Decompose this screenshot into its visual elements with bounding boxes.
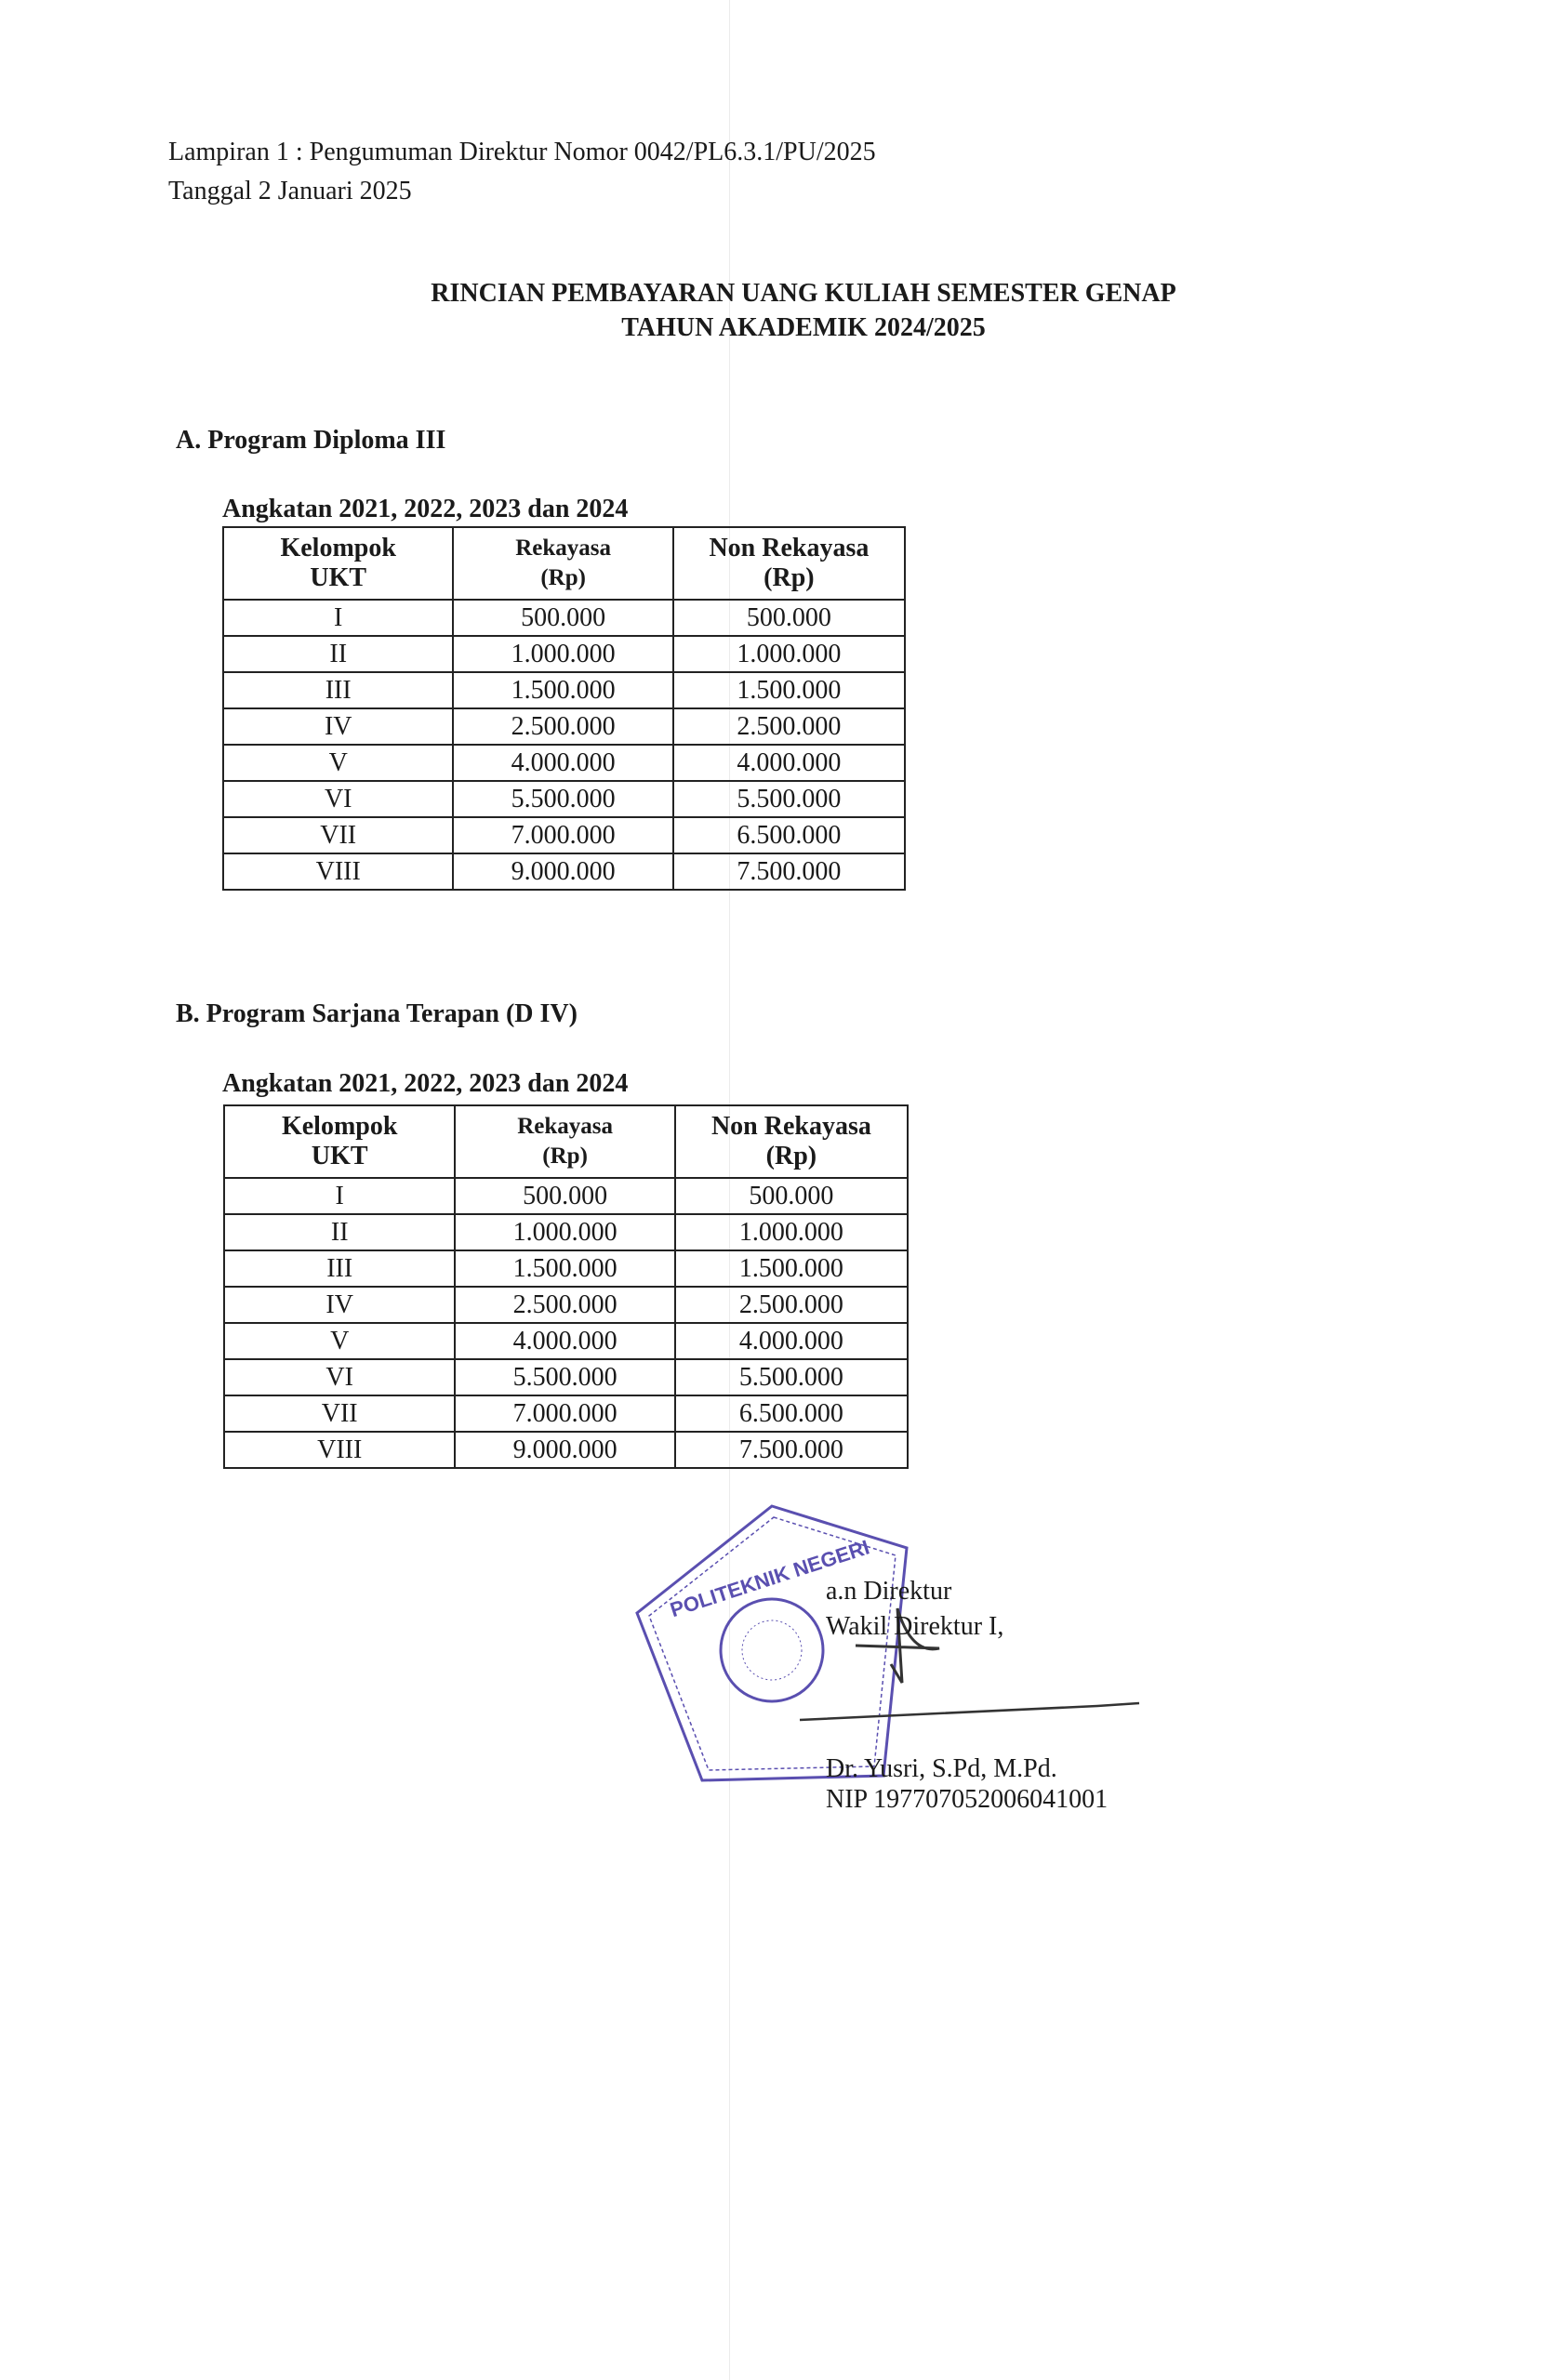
table-cell: III [221, 671, 455, 709]
table-cell: 500.000 [673, 1177, 910, 1215]
table-row: V 4.000.000 4.000.000 [222, 1322, 910, 1360]
section-b-cohort: Angkatan 2021, 2022, 2023 dan 2024 [222, 1069, 629, 1098]
table-cell: 5.500.000 [671, 780, 907, 818]
table-cell: 1.500.000 [671, 671, 907, 709]
column-header: Non Rekayasa (Rp) [671, 526, 907, 601]
table-cell: 1.000.000 [454, 1213, 676, 1251]
table-cell: 7.500.000 [671, 853, 907, 891]
table-cell: VII [222, 1395, 457, 1433]
table-cell: 1.000.000 [673, 1213, 910, 1251]
column-header: Non Rekayasa (Rp) [673, 1104, 910, 1179]
table-cell: 500.000 [454, 1177, 676, 1215]
table-cell: 7.500.000 [673, 1431, 910, 1469]
signature-title: Wakil Direktur I, [826, 1612, 1004, 1641]
table-cell: 6.500.000 [671, 816, 907, 854]
table-cell: 500.000 [671, 599, 907, 637]
table-cell: 4.000.000 [673, 1322, 910, 1360]
table-cell: 1.500.000 [673, 1250, 910, 1288]
fee-table-sarjana-terapan: Kelompok UKT Rekayasa (Rp) Non Rekayasa (Rp) I… [222, 1104, 910, 1469]
table-cell: VI [222, 1358, 457, 1396]
table-cell: I [221, 599, 455, 637]
table-row: IV 2.500.000 2.500.000 [222, 1286, 910, 1324]
table-cell: 1.500.000 [454, 1250, 676, 1288]
table-cell: I [222, 1177, 457, 1215]
table-cell: II [221, 635, 455, 673]
signature-scribble [799, 1701, 1140, 1722]
table-cell: IV [222, 1286, 457, 1324]
table-row: VI 5.500.000 5.500.000 [221, 780, 907, 818]
table-cell: 2.500.000 [673, 1286, 910, 1324]
signature-on-behalf: a.n Direktur [826, 1577, 952, 1606]
table-cell: 5.500.000 [673, 1358, 910, 1396]
table-cell: 5.500.000 [452, 780, 674, 818]
table-row: II 1.000.000 1.000.000 [222, 1213, 910, 1251]
table-cell: 4.000.000 [671, 744, 907, 782]
document-title: RINCIAN PEMBAYARAN UANG KULIAH SEMESTER … [431, 279, 1176, 308]
column-header: Kelompok UKT [221, 526, 455, 601]
column-header: Kelompok UKT [222, 1104, 457, 1179]
table-cell: 9.000.000 [452, 853, 674, 891]
table-cell: VIII [222, 1431, 457, 1469]
table-row: IV 2.500.000 2.500.000 [221, 707, 907, 746]
signatory-nip: NIP 197707052006041001 [826, 1785, 1109, 1814]
column-header: Rekayasa (Rp) [452, 526, 674, 601]
signatory-name: Dr. Yusri, S.Pd, M.Pd. [826, 1754, 1057, 1783]
table-cell: 2.500.000 [671, 707, 907, 746]
table-cell: III [222, 1250, 457, 1288]
section-a-cohort: Angkatan 2021, 2022, 2023 dan 2024 [222, 495, 629, 523]
table-row: VII 7.000.000 6.500.000 [222, 1395, 910, 1433]
table-cell: 2.500.000 [454, 1286, 676, 1324]
table-cell: 1.500.000 [452, 671, 674, 709]
table-row: V 4.000.000 4.000.000 [221, 744, 907, 782]
table-row: VII 7.000.000 6.500.000 [221, 816, 907, 854]
table-cell: 1.000.000 [452, 635, 674, 673]
section-b-heading: B. Program Sarjana Terapan (D IV) [176, 999, 578, 1028]
table-row: III 1.500.000 1.500.000 [222, 1250, 910, 1288]
table-row: VIII 9.000.000 7.500.000 [222, 1431, 910, 1469]
table-row: I 500.000 500.000 [221, 599, 907, 637]
document-subtitle: TAHUN AKADEMIK 2024/2025 [621, 313, 986, 342]
table-cell: V [222, 1322, 457, 1360]
table-row: III 1.500.000 1.500.000 [221, 671, 907, 709]
table-cell: 4.000.000 [454, 1322, 676, 1360]
table-row: VIII 9.000.000 7.500.000 [221, 853, 907, 891]
table-cell: 1.000.000 [671, 635, 907, 673]
fee-table-diploma-iii: Kelompok UKT Rekayasa (Rp) Non Rekayasa (Rp) I… [221, 526, 907, 891]
official-stamp: POLITEKNIK NEGERI [635, 1504, 1140, 1782]
table-cell: V [221, 744, 455, 782]
attachment-reference: Lampiran 1 : Pengumuman Direktur Nomor 0… [168, 138, 876, 166]
table-cell: 6.500.000 [673, 1395, 910, 1433]
table-cell: VI [221, 780, 455, 818]
table-cell: 5.500.000 [454, 1358, 676, 1396]
table-row: II 1.000.000 1.000.000 [221, 635, 907, 673]
table-cell: 9.000.000 [454, 1431, 676, 1469]
attachment-date: Tanggal 2 Januari 2025 [168, 177, 412, 205]
table-row: I 500.000 500.000 [222, 1177, 910, 1215]
table-cell: VII [221, 816, 455, 854]
table-cell: II [222, 1213, 457, 1251]
table-header-row: Kelompok UKT Rekayasa (Rp) Non Rekayasa (Rp) [222, 1104, 910, 1179]
table-cell: 4.000.000 [452, 744, 674, 782]
table-cell: 500.000 [452, 599, 674, 637]
table-cell: VIII [221, 853, 455, 891]
table-cell: IV [221, 707, 455, 746]
table-cell: 7.000.000 [454, 1395, 676, 1433]
table-cell: 7.000.000 [452, 816, 674, 854]
section-a-heading: A. Program Diploma III [176, 426, 446, 455]
table-row: VI 5.500.000 5.500.000 [222, 1358, 910, 1396]
table-cell: 2.500.000 [452, 707, 674, 746]
table-header-row: Kelompok UKT Rekayasa (Rp) Non Rekayasa (Rp) [221, 526, 907, 601]
column-header: Rekayasa (Rp) [454, 1104, 676, 1179]
